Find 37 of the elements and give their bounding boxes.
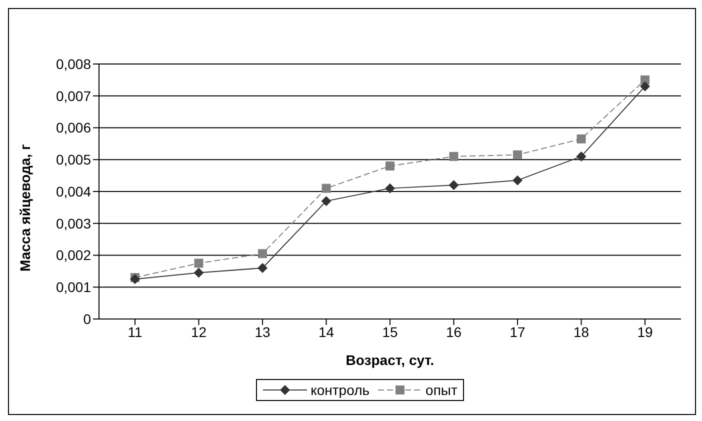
point [321,196,332,206]
point [258,249,267,258]
point [386,162,394,170]
point [640,81,650,92]
point [194,268,204,278]
x-tick-label: 17 [510,324,526,340]
point [513,150,522,160]
x-tick-label: 15 [382,324,398,340]
x-axis-title: Возраст, сут. [346,352,434,368]
point [576,151,586,162]
y-tick-label: 0,006 [56,120,92,136]
point [448,180,459,190]
y-tick-label: 0,008 [56,56,92,72]
y-tick-label: 0,004 [56,183,92,200]
point [322,184,331,193]
x-tick-label: 11 [128,324,142,340]
x-tick-label: 16 [446,324,462,340]
point [449,152,458,161]
y-tick-label: 0,002 [56,247,92,264]
point [385,183,395,194]
y-tick-label: 0,003 [56,215,92,232]
y-axis-title: Масса яйцевода, г [16,144,33,272]
x-tick-label: 14 [318,324,334,340]
legend-label: контроль [310,382,370,398]
point [576,134,586,144]
legend-label: опыт [424,382,458,398]
point [512,175,522,186]
point [258,263,268,273]
y-tick-label: 0,007 [56,88,92,104]
x-tick-label: 18 [573,324,590,340]
x-tick-label: 19 [637,324,653,340]
x-tick-label: 13 [254,324,270,340]
y-tick-label: 0 [83,310,92,327]
x-tick-label: 12 [190,324,207,340]
y-tick-label: 0,005 [56,152,92,168]
point [194,258,204,268]
y-tick-label: 0,001 [56,279,92,296]
